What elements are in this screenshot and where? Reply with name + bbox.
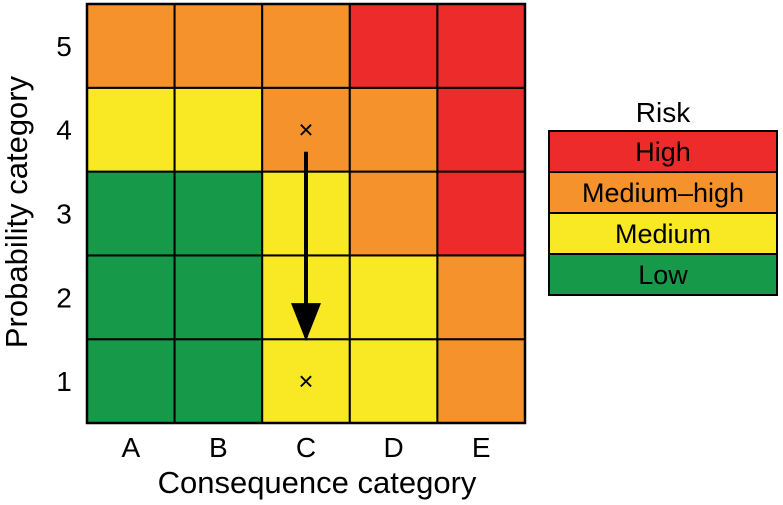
risk-legend: Risk High Medium–high Medium Low [548,96,778,296]
cell-B3 [173,170,264,257]
cell-D3 [348,170,439,257]
cell-C5 [261,3,351,89]
risk-marker: × [298,366,313,396]
legend-item-medium: Medium [550,214,776,255]
cell-A2 [86,254,176,341]
tick-labels: A B C D E 1 2 3 4 5 [56,31,490,463]
cell-D5 [348,3,439,89]
y-tick-label: 1 [56,366,72,397]
matrix-border [85,2,527,425]
cell-D1 [348,338,439,425]
legend-title: Risk [635,97,691,128]
legend-item-high: High [550,132,776,173]
cell-B2 [173,254,264,341]
y-tick-label: 2 [56,282,72,313]
cell-A1 [86,338,176,425]
cell-B4 [173,86,264,173]
legend-item-medium-high: Medium–high [550,173,776,214]
x-tick-label: B [209,432,228,463]
y-tick-label: 5 [56,31,72,62]
x-tick-label: A [121,432,140,463]
y-tick-label: 4 [56,115,72,146]
cell-B1 [173,338,264,425]
y-axis-label: Probability category [0,75,34,348]
cell-E4 [436,86,526,173]
cell-E3 [436,170,526,257]
x-axis-label: Consequence category [158,465,477,500]
y-tick-label: 3 [56,199,72,230]
legend-item-low: Low [550,255,776,294]
cell-A5 [86,3,176,89]
cell-D2 [348,254,439,341]
arrow-head [291,303,321,342]
matrix-cells [85,2,527,425]
cell-B5 [173,3,264,89]
cell-E5 [436,3,526,89]
x-tick-label: C [296,432,316,463]
x-tick-label: E [472,432,491,463]
risk-marker: × [298,115,313,145]
legend-box: High Medium–high Medium Low [548,130,778,296]
cell-A4 [86,86,176,173]
x-tick-label: D [383,432,403,463]
markers: ×× [291,115,321,396]
cell-E2 [436,254,526,341]
cell-D4 [348,86,439,173]
cell-E1 [436,338,526,425]
cell-A3 [86,170,176,257]
